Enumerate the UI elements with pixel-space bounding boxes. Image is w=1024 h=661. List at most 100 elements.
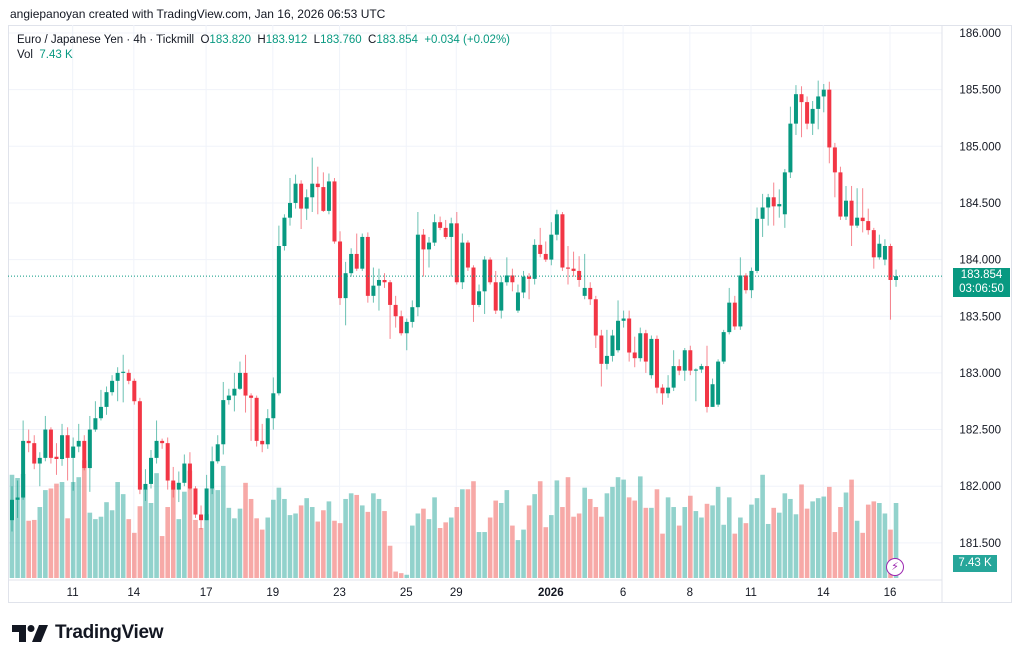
volume-bar bbox=[760, 474, 765, 578]
candle-body bbox=[465, 242, 470, 268]
candle-down bbox=[566, 246, 570, 285]
tradingview-logo[interactable]: TradingView bbox=[12, 622, 164, 644]
volume-bar bbox=[54, 483, 59, 578]
candle-up bbox=[882, 239, 887, 266]
volume-bar bbox=[615, 477, 621, 578]
candle-up bbox=[288, 178, 292, 226]
candle-body bbox=[326, 181, 331, 211]
volume-bar bbox=[576, 513, 582, 578]
volume-bar bbox=[198, 528, 204, 578]
candle-up bbox=[777, 189, 782, 218]
candle-body bbox=[643, 333, 648, 362]
candle-body bbox=[538, 244, 543, 254]
candle-up bbox=[710, 378, 715, 407]
volume-bar bbox=[721, 524, 726, 578]
candle-body bbox=[566, 267, 570, 269]
volume-bar bbox=[882, 513, 888, 578]
volume-bar bbox=[665, 497, 671, 578]
candle-body bbox=[382, 279, 387, 283]
candle-body bbox=[721, 332, 726, 362]
candle-down bbox=[465, 240, 470, 271]
candle-up bbox=[410, 300, 415, 328]
candle-body bbox=[499, 282, 504, 311]
price-tick-label: 184.500 bbox=[959, 198, 1001, 210]
volume-bar bbox=[871, 501, 877, 578]
candle-down bbox=[771, 182, 776, 226]
candle-body bbox=[71, 446, 76, 458]
chart-frame bbox=[8, 25, 1012, 603]
volume-bar bbox=[632, 500, 638, 578]
candle-down bbox=[254, 395, 259, 447]
volume-bar bbox=[126, 519, 132, 578]
symbol-title[interactable]: Euro / Japanese Yen · 4h · Tickmill bbox=[17, 34, 195, 46]
candle-body bbox=[616, 320, 621, 351]
volume-bar bbox=[220, 465, 226, 578]
volume-bar bbox=[788, 498, 793, 578]
candle-down bbox=[643, 329, 648, 373]
candle-body bbox=[304, 197, 309, 209]
candle-down bbox=[571, 251, 576, 277]
volume-bar bbox=[282, 498, 287, 578]
candle-body bbox=[410, 307, 415, 322]
candle-body bbox=[699, 366, 704, 370]
candle-body bbox=[43, 429, 48, 458]
volume-bar bbox=[693, 511, 699, 578]
candle-body bbox=[471, 267, 476, 305]
volume-bar bbox=[560, 507, 565, 578]
volume-bar bbox=[626, 497, 632, 578]
volume-bar bbox=[621, 479, 626, 578]
candle-body bbox=[705, 366, 709, 407]
candle-down bbox=[354, 233, 359, 271]
volume-bar bbox=[526, 505, 532, 578]
volume-bar bbox=[504, 490, 510, 578]
candle-up bbox=[293, 174, 298, 209]
candle-up bbox=[554, 209, 559, 241]
candle-body bbox=[288, 202, 292, 218]
volume-bar bbox=[410, 525, 415, 578]
candle-body bbox=[488, 259, 493, 283]
lightning-icon[interactable]: ⚡︎ bbox=[886, 558, 904, 576]
volume-value: 7.43 K bbox=[39, 49, 73, 61]
volume-bar bbox=[510, 525, 515, 578]
volume-bar bbox=[704, 503, 710, 578]
candle-up bbox=[343, 261, 348, 326]
volume-bar bbox=[204, 514, 209, 578]
candle-down bbox=[705, 345, 709, 413]
volume-bar bbox=[432, 497, 437, 578]
candle-body bbox=[310, 183, 315, 198]
candle-body bbox=[37, 457, 42, 464]
candle-body bbox=[849, 200, 854, 226]
candle-body bbox=[610, 335, 615, 356]
candle-up bbox=[71, 437, 76, 491]
candle-up bbox=[37, 452, 42, 487]
candle-up bbox=[21, 420, 26, 500]
candle-body bbox=[882, 246, 887, 260]
candle-body bbox=[671, 366, 676, 388]
candle-body bbox=[832, 147, 837, 173]
candle-up bbox=[304, 189, 309, 220]
candle-body bbox=[143, 483, 148, 490]
volume-bar bbox=[599, 516, 604, 578]
candle-up bbox=[449, 217, 454, 277]
candle-body bbox=[10, 499, 14, 521]
candle-up bbox=[793, 85, 798, 135]
candle-down bbox=[321, 172, 326, 213]
candle-body bbox=[299, 183, 304, 209]
candle-body bbox=[871, 230, 876, 258]
volume-bar bbox=[593, 507, 599, 578]
candle-body bbox=[376, 279, 381, 286]
candle-body bbox=[660, 387, 665, 394]
volume-bar bbox=[815, 498, 821, 578]
volume-bar bbox=[460, 489, 465, 578]
time-tick-label: 14 bbox=[127, 587, 140, 599]
candle-down bbox=[588, 282, 593, 305]
candle-down bbox=[165, 437, 170, 490]
candle-body bbox=[349, 253, 354, 274]
candle-up bbox=[115, 367, 120, 402]
candle-up bbox=[621, 310, 626, 328]
candle-body bbox=[554, 214, 559, 235]
candle-body bbox=[604, 355, 609, 364]
candle-up bbox=[427, 236, 431, 268]
candle-down bbox=[732, 295, 737, 330]
